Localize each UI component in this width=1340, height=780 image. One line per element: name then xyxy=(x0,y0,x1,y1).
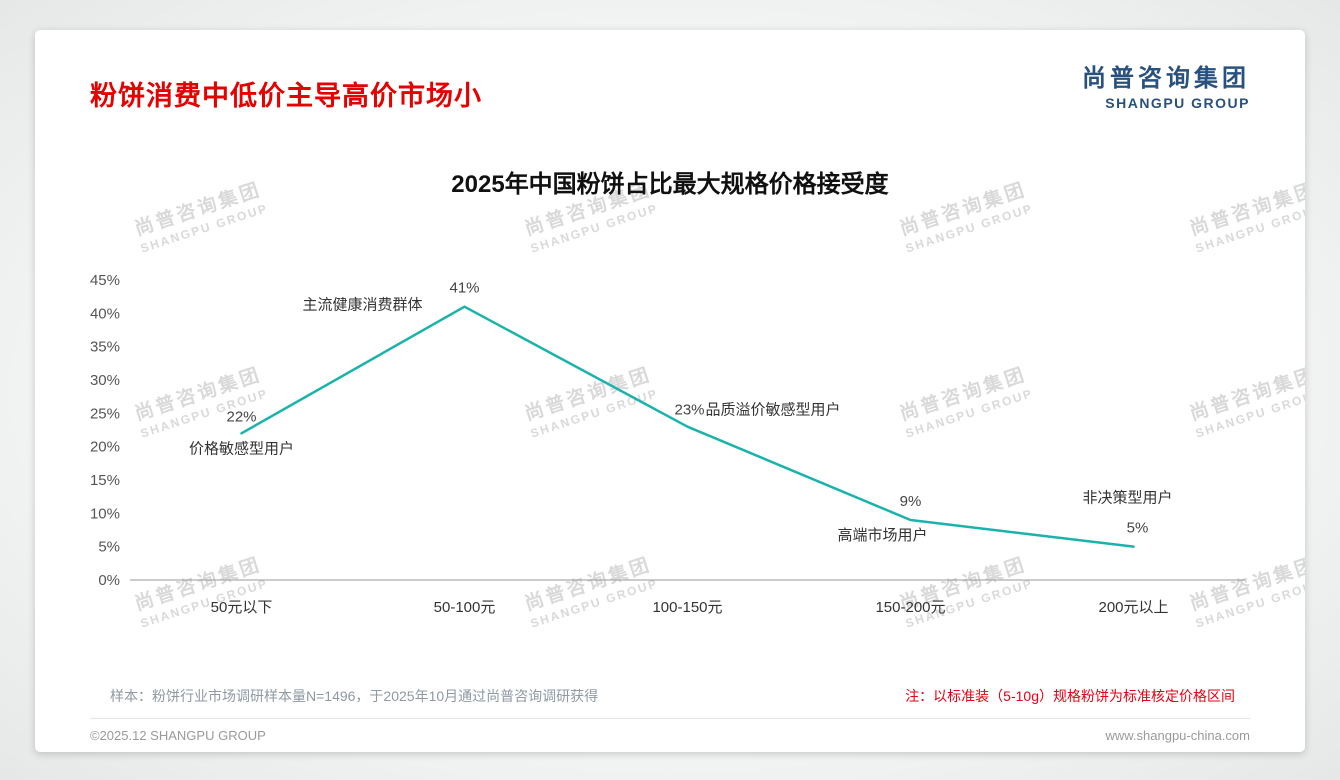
y-tick-label: 15% xyxy=(90,472,120,489)
data-value-label: 41% xyxy=(449,280,479,297)
point-annotation: 价格敏感型用户 xyxy=(189,440,294,457)
logo-text-cn: 尚普咨询集团 xyxy=(1082,65,1250,92)
website-link[interactable]: www.shangpu-china.com xyxy=(1105,728,1250,743)
slide-card: 尚普咨询集团 SHANGPU GROUP 尚普咨询集团 SHANGPU GROUP 尚普… xyxy=(35,30,1305,752)
sample-note: 样本：粉饼行业市场调研样本量N=1496，于2025年10月通过尚普咨询调研获得 xyxy=(110,688,599,704)
point-annotation: 主流健康消费群体 xyxy=(302,297,422,314)
chart-title: 2025年中国粉饼占比最大规格价格接受度 xyxy=(451,171,889,198)
line-chart: 0% 5% 10% 15% 20% 25% 30% 35% 40% 45% 50元以下 50-100元… xyxy=(90,272,1245,616)
y-tick-label: 45% xyxy=(90,272,120,289)
point-annotation: 非决策型用户 xyxy=(1082,490,1172,507)
x-category-label: 150-200元 xyxy=(875,599,945,616)
page-title: 粉饼消费中低价主导高价市场小 xyxy=(90,81,482,111)
y-tick-label: 10% xyxy=(90,505,120,522)
footnote-row: 样本：粉饼行业市场调研样本量N=1496，于2025年10月通过尚普咨询调研获得… xyxy=(110,686,1235,706)
data-value-label: 9% xyxy=(900,493,922,510)
company-logo: 尚普咨询集团 SHANGPU GROUP xyxy=(1082,58,1250,111)
x-category-label: 50元以下 xyxy=(211,599,273,616)
x-category-label: 50-100元 xyxy=(434,599,496,616)
y-tick-label: 40% xyxy=(90,305,120,322)
price-standard-note: 注：以标准装（5-10g）规格粉饼为标准核定价格区间 xyxy=(905,688,1235,704)
logo-text-en: SHANGPU GROUP xyxy=(1105,95,1250,111)
y-tick-label: 0% xyxy=(98,572,120,589)
y-tick-label: 20% xyxy=(90,439,120,456)
x-category-label: 100-150元 xyxy=(652,599,722,616)
y-tick-label: 25% xyxy=(90,405,120,422)
y-tick-label: 5% xyxy=(98,539,120,556)
point-annotation: 品质溢价敏感型用户 xyxy=(706,402,841,419)
point-annotation: 高端市场用户 xyxy=(837,527,927,544)
data-value-label: 22% xyxy=(226,408,256,425)
x-category-label: 200元以上 xyxy=(1098,599,1168,616)
data-value-label: 23% xyxy=(674,402,704,419)
series-line xyxy=(240,305,1135,548)
data-value-label: 5% xyxy=(1127,520,1149,537)
copyright-text: ©2025.12 SHANGPU GROUP xyxy=(90,728,266,743)
y-tick-label: 35% xyxy=(90,339,120,356)
y-tick-label: 30% xyxy=(90,372,120,389)
slide-header: 粉饼消费中低价主导高价市场小 尚普咨询集团 SHANGPU GROUP xyxy=(90,58,1250,113)
slide-footer: ©2025.12 SHANGPU GROUP www.shangpu-china… xyxy=(90,718,1250,743)
